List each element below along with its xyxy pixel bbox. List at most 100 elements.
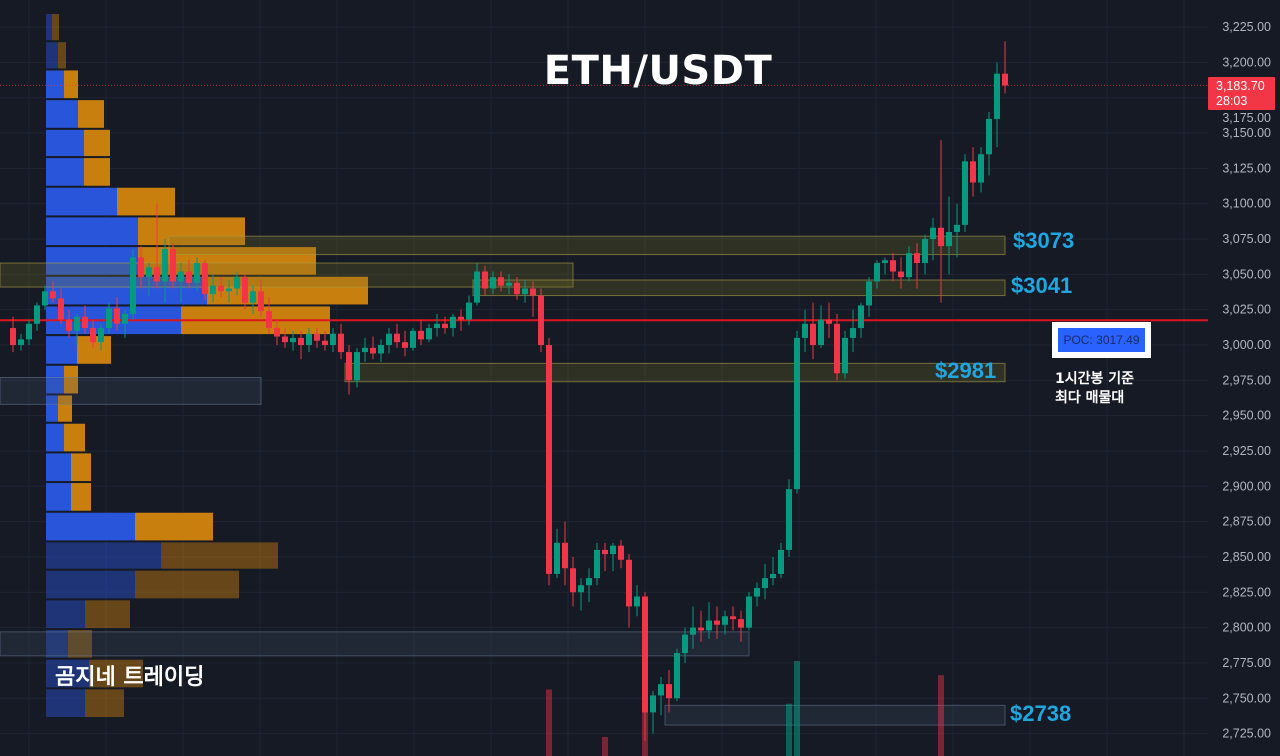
candle <box>842 330 848 379</box>
candle-body <box>834 323 840 374</box>
candle <box>442 316 448 334</box>
candle-body <box>282 336 288 343</box>
candle <box>714 606 720 639</box>
volume-profile-buy-bar <box>46 689 85 718</box>
candle <box>354 347 360 388</box>
candle-body <box>42 291 48 306</box>
candle-body <box>26 323 32 340</box>
candle <box>730 606 736 631</box>
candle <box>202 260 208 300</box>
candle <box>154 203 160 289</box>
candle <box>394 323 400 348</box>
candle-body <box>202 263 208 295</box>
candle-body <box>546 345 552 574</box>
candle-body <box>754 588 760 597</box>
price-axis-tick-label: 2,725.00 <box>1222 727 1271 741</box>
candle-body <box>386 333 392 345</box>
zone-label-2981: $2981 <box>935 357 997 383</box>
price-axis-tick-label: 3,000.00 <box>1222 338 1271 352</box>
volume-profile-buy-bar <box>46 13 52 41</box>
candle-body <box>650 695 656 713</box>
candle-body <box>826 319 832 324</box>
price-axis-tick-label: 2,925.00 <box>1222 444 1271 458</box>
candle-body <box>706 620 712 631</box>
candle-body <box>730 616 736 620</box>
volume-profile-sell-bar <box>52 13 59 41</box>
candle <box>34 302 40 331</box>
volume-profile-sell-bar <box>85 600 130 629</box>
candle <box>106 302 112 334</box>
candle <box>466 295 472 326</box>
candle <box>298 330 304 360</box>
candle-body <box>954 224 960 232</box>
zone-label-2738: $2738 <box>1010 701 1072 727</box>
volume-profile-buy-bar <box>46 247 138 275</box>
candle <box>282 328 288 348</box>
candle-body <box>402 342 408 348</box>
volume-profile-buy-bar <box>46 217 138 246</box>
candle-body <box>458 316 464 320</box>
candle <box>778 542 784 579</box>
candle <box>162 239 168 303</box>
candle-body <box>938 227 944 247</box>
candle-body <box>690 627 696 635</box>
candle <box>626 554 632 628</box>
candle-body <box>90 328 96 343</box>
price-zone-box <box>664 704 1006 726</box>
volume-profile-sell-bar <box>135 512 213 541</box>
candle-body <box>258 291 264 312</box>
price-axis-tick-label: 2,775.00 <box>1222 656 1271 670</box>
candle-body <box>898 271 904 278</box>
volume-profile-sell-bar <box>84 158 110 186</box>
volume-profile-sell-bar <box>117 187 175 216</box>
price-axis-tick-label: 2,850.00 <box>1222 550 1271 564</box>
candle-body <box>346 352 352 381</box>
volume-profile-buy-bar <box>46 42 58 69</box>
candle-body <box>714 620 720 625</box>
candle-body <box>450 316 456 329</box>
candle <box>50 281 56 303</box>
candle <box>90 319 96 348</box>
candle <box>194 257 200 292</box>
candle-body <box>378 345 384 354</box>
candle-body <box>58 298 64 320</box>
current-price-value: 3,183.70 <box>1216 79 1265 93</box>
candle <box>562 521 568 586</box>
poc-label-box: POC: 3017.49 <box>1052 322 1151 358</box>
candle-body <box>66 319 72 331</box>
candle <box>946 196 952 275</box>
candle <box>338 323 344 360</box>
candle <box>410 328 416 351</box>
price-zone-box <box>168 235 1006 256</box>
candle-body <box>82 316 88 329</box>
chart-title: ETH/USDT <box>543 48 773 94</box>
candle-body <box>154 267 160 282</box>
candle-body <box>506 282 512 286</box>
current-price-tag: 3,183.70 28:03 <box>1208 77 1275 110</box>
candle-body <box>682 634 688 654</box>
candle <box>642 592 648 741</box>
candle <box>890 253 896 282</box>
candle-body <box>250 291 256 303</box>
candle-body <box>354 352 360 381</box>
candle-body <box>618 545 624 560</box>
candle-body <box>34 305 40 324</box>
volume-profile-sell-bar <box>71 453 91 482</box>
candle-body <box>554 542 560 574</box>
price-axis-tick-label: 3,075.00 <box>1222 232 1271 246</box>
candle <box>818 305 824 348</box>
candle-body <box>906 253 912 278</box>
candle-body <box>482 271 488 289</box>
volume-profile-sell-bar <box>85 689 124 718</box>
volume-profile-buy-bar <box>46 453 71 482</box>
candle-body <box>978 154 984 183</box>
candle-body <box>578 585 584 593</box>
price-axis-tick-label: 2,950.00 <box>1222 409 1271 423</box>
candle-body <box>322 340 328 345</box>
volume-profile-sell-bar <box>138 217 245 246</box>
candle-body <box>866 281 872 306</box>
candle-body <box>370 347 376 354</box>
candle <box>658 677 664 716</box>
